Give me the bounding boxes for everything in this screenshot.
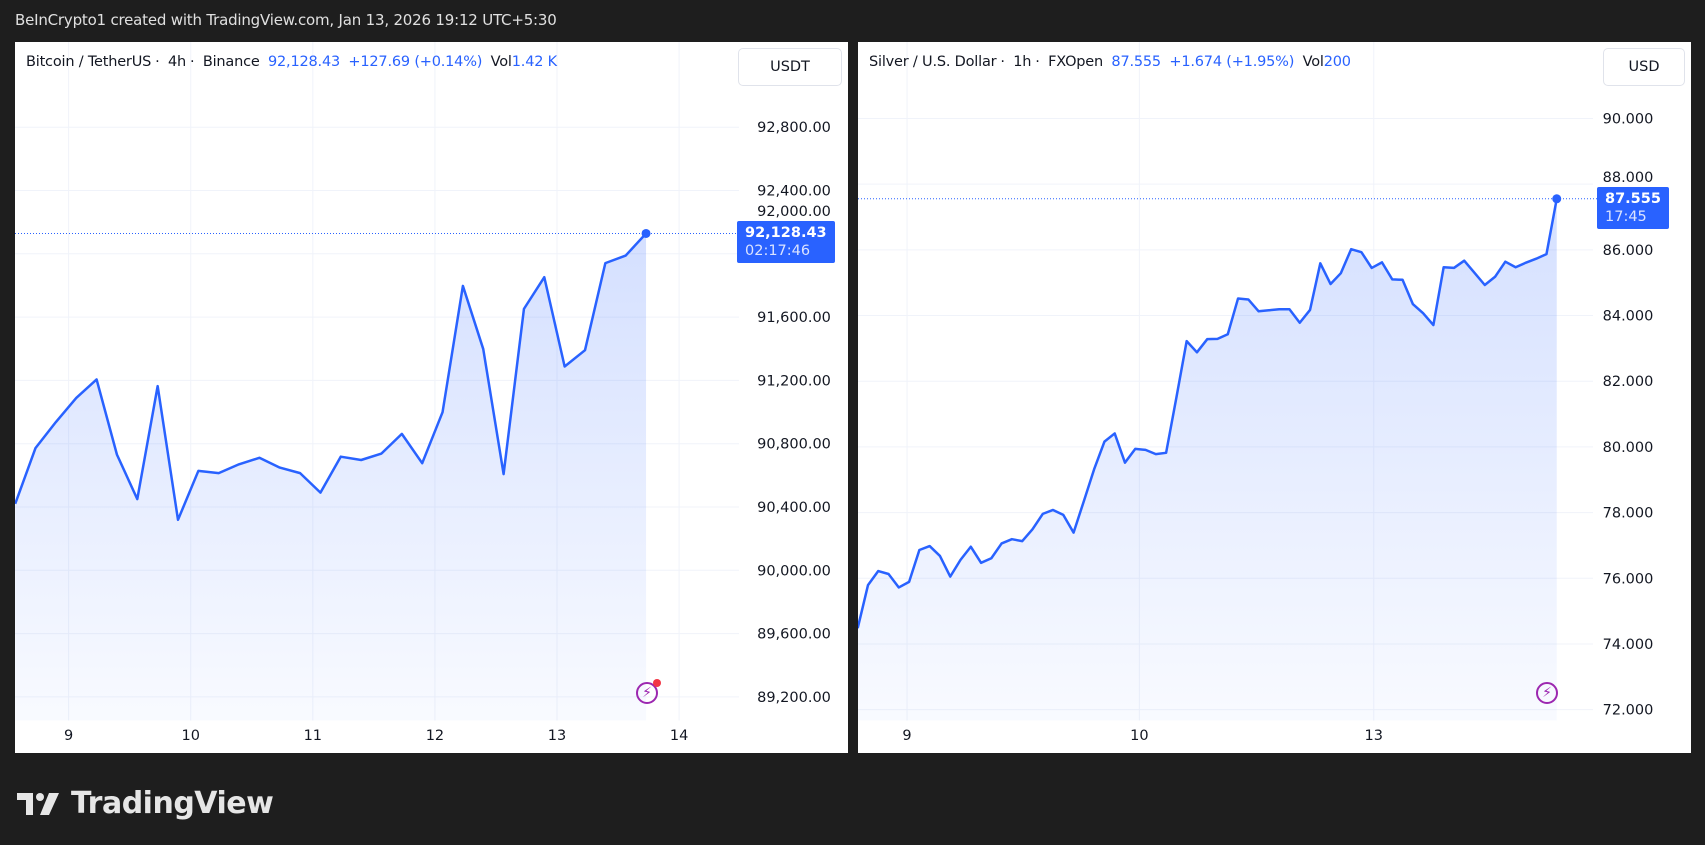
x-tick-label: 9 — [902, 728, 911, 744]
x-tick-label: 9 — [64, 728, 73, 744]
y-tick-label: 84.000 — [1603, 309, 1654, 325]
y-tick-label: 76.000 — [1603, 571, 1654, 587]
interval[interactable]: 1h — [1013, 54, 1032, 70]
alert-badge — [653, 679, 661, 687]
y-tick-label: 90,800.00 — [757, 437, 831, 453]
y-tick-label: 92,400.00 — [757, 184, 831, 200]
silver-price-chart[interactable]: 90.000 88.000 86.000 84.000 82.000 80.000 78.0… — [858, 42, 1691, 753]
y-tick-label: 92,000.00 — [757, 204, 831, 220]
legend-separator: · — [155, 54, 160, 70]
bar-countdown: 02:17:46 — [745, 243, 811, 259]
lightning-alert-icon[interactable]: ⚡ — [1536, 682, 1558, 704]
y-tick-label: 80.000 — [1603, 440, 1654, 456]
y-tick-label: 86.000 — [1603, 243, 1654, 259]
x-tick-label: 12 — [426, 728, 444, 744]
brand-name: TradingView — [71, 786, 274, 821]
price-change: +1.674 (+1.95%) — [1169, 54, 1295, 70]
price-line[interactable] — [15, 232, 647, 522]
symbol-name[interactable]: Bitcoin / TetherUS — [26, 54, 152, 70]
last-price: 87.555 — [1111, 54, 1161, 70]
currency-button[interactable]: USD — [1603, 48, 1685, 86]
exchange: Binance — [202, 54, 260, 70]
interval[interactable]: 4h — [167, 54, 186, 70]
last-price-tag: 92,128.43 02:17:46 — [737, 221, 835, 263]
y-tick-label: 90.000 — [1603, 112, 1654, 128]
x-tick-label: 11 — [304, 728, 322, 744]
silver-chart-panel[interactable]: 90.000 88.000 86.000 84.000 82.000 80.000 78.0… — [858, 42, 1691, 753]
legend-separator: · — [1000, 54, 1005, 70]
volume-label: Vol — [1302, 54, 1324, 70]
price-area-fill — [15, 233, 647, 721]
volume-value: 200 — [1323, 54, 1351, 70]
price-area-fill — [858, 198, 1557, 721]
y-tick-label: 89,600.00 — [757, 627, 831, 643]
legend-separator: · — [1035, 54, 1040, 70]
x-tick-label: 14 — [670, 728, 688, 744]
x-tick-label: 10 — [181, 728, 199, 744]
x-tick-label: 13 — [1365, 728, 1383, 744]
y-tick-label: 88.000 — [1603, 170, 1654, 186]
last-price-point — [641, 228, 651, 238]
y-tick-label: 89,200.00 — [757, 690, 831, 706]
y-tick-label: 91,600.00 — [757, 310, 831, 326]
btc-price-chart[interactable]: 92,800.00 92,400.00 92,000.00 91,600.00 91,2… — [15, 42, 848, 753]
bar-countdown: 17:45 — [1605, 209, 1647, 225]
y-tick-label: 74.000 — [1603, 637, 1654, 653]
y-tick-label: 82.000 — [1603, 374, 1654, 390]
chart-snapshot-title: BeInCrypto1 created with TradingView.com… — [15, 11, 557, 29]
symbol-name[interactable]: Silver / U.S. Dollar — [869, 54, 997, 70]
price-change: +127.69 (+0.14%) — [348, 54, 483, 70]
last-price: 92,128.43 — [268, 54, 340, 70]
y-tick-label: 91,200.00 — [757, 373, 831, 389]
tradingview-logo[interactable]: TradingView — [17, 786, 274, 821]
last-price-tag: 87.555 17:45 — [1597, 187, 1669, 229]
price-tag-value: 92,128.43 — [745, 225, 827, 241]
y-tick-label: 78.000 — [1603, 506, 1654, 522]
tradingview-logo-icon — [17, 792, 59, 815]
y-tick-label: 72.000 — [1603, 703, 1654, 719]
y-tick-label: 90,400.00 — [757, 500, 831, 516]
volume-value: 1.42 K — [511, 54, 557, 70]
x-tick-label: 10 — [1130, 728, 1148, 744]
btc-chart-panel[interactable]: 92,800.00 92,400.00 92,000.00 91,600.00 91,2… — [15, 42, 848, 753]
volume-label: Vol — [490, 54, 512, 70]
lightning-alert-icon[interactable]: ⚡ — [636, 679, 661, 704]
legend-separator: · — [189, 54, 195, 70]
y-tick-label: 90,000.00 — [757, 563, 831, 579]
x-tick-label: 13 — [548, 728, 566, 744]
price-tag-value: 87.555 — [1605, 191, 1661, 207]
currency-button[interactable]: USDT — [738, 48, 842, 86]
price-line[interactable] — [858, 198, 1558, 629]
last-price-point — [1552, 194, 1562, 204]
btc-legend: Bitcoin / TetherUS · 4h · Binance 92,128.4… — [26, 54, 561, 70]
silver-legend: Silver / U.S. Dollar · 1h · FXOpen 87.555 … — [869, 54, 1355, 70]
y-tick-label: 92,800.00 — [757, 120, 831, 136]
exchange: FXOpen — [1048, 54, 1103, 70]
